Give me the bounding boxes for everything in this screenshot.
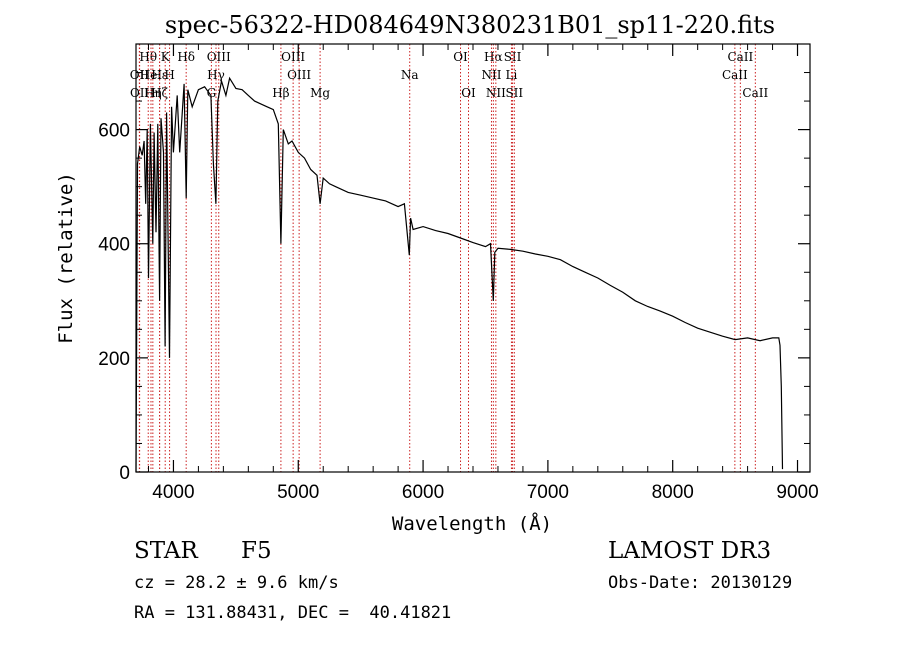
plot-frame (135, 43, 811, 473)
line-marker-label: SII (504, 50, 522, 64)
y-tick-label: 0 (119, 463, 130, 484)
coordinates: RA = 131.88431, DEC = 40.41821 (134, 603, 452, 623)
line-marker-label: OIII (281, 50, 305, 64)
x-tick-label: 6000 (402, 482, 444, 503)
y-tick-label: 200 (98, 349, 130, 370)
axis-ticks: 4000 5000 6000 7000 8000 9000 0 200 400 600 (98, 44, 819, 503)
line-marker-label: Hδ (177, 50, 195, 64)
line-marker-label: K (161, 50, 171, 64)
line-marker-label: H (164, 68, 174, 82)
line-marker-label: Hβ (272, 86, 289, 100)
line-marker-label: OII (130, 86, 150, 100)
line-marker-label: OIII (207, 50, 231, 64)
line-marker-label: G (207, 86, 217, 100)
line-marker-label: Mg (310, 86, 330, 100)
line-marker-label: SII (505, 86, 523, 100)
observation-date: Obs-Date: 20130129 (608, 573, 793, 593)
line-marker-label: Hε (151, 68, 168, 82)
line-marker-label: Hη (144, 86, 162, 100)
line-marker-label: OI (461, 86, 476, 100)
line-marker-label: Hζ (151, 86, 168, 100)
line-marker-label: NII (481, 68, 501, 82)
y-tick-label: 400 (98, 235, 130, 256)
line-marker-label: Li (506, 68, 518, 82)
y-axis-label: Flux (relative) (55, 172, 77, 344)
line-marker-label: Hα (484, 50, 503, 64)
line-marker-label: Hθ (139, 50, 157, 64)
spectrum-line (135, 76, 784, 473)
line-marker-label: Na (401, 68, 419, 82)
x-tick-label: 9000 (776, 482, 818, 503)
line-marker-label: CaII (742, 86, 768, 100)
chart-title: spec-56322-HD084649N380231B01_sp11-220.f… (165, 11, 775, 39)
y-tick-label: 600 (98, 121, 130, 142)
line-marker-label: OIII (287, 68, 311, 82)
line-marker-label: CaII (727, 50, 753, 64)
x-tick-label: 5000 (277, 482, 319, 503)
spectral-subclass: F5 (241, 538, 272, 564)
x-tick-label: 4000 (152, 482, 194, 503)
line-marker-label: OII (130, 68, 150, 82)
line-marker-label: OI (453, 50, 468, 64)
redshift-value: cz = 28.2 ± 9.6 km/s (134, 573, 339, 593)
line-marker-label: HeI (140, 68, 163, 82)
x-axis-label: Wavelength (Å) (392, 512, 552, 535)
x-tick-label: 7000 (527, 482, 569, 503)
object-type: STAR (134, 538, 198, 564)
line-marker-label: CaII (722, 68, 748, 82)
line-marker-label: NII (486, 86, 506, 100)
survey-name: LAMOST DR3 (608, 538, 772, 564)
x-tick-label: 8000 (652, 482, 694, 503)
line-marker-label: Hγ (207, 68, 225, 82)
